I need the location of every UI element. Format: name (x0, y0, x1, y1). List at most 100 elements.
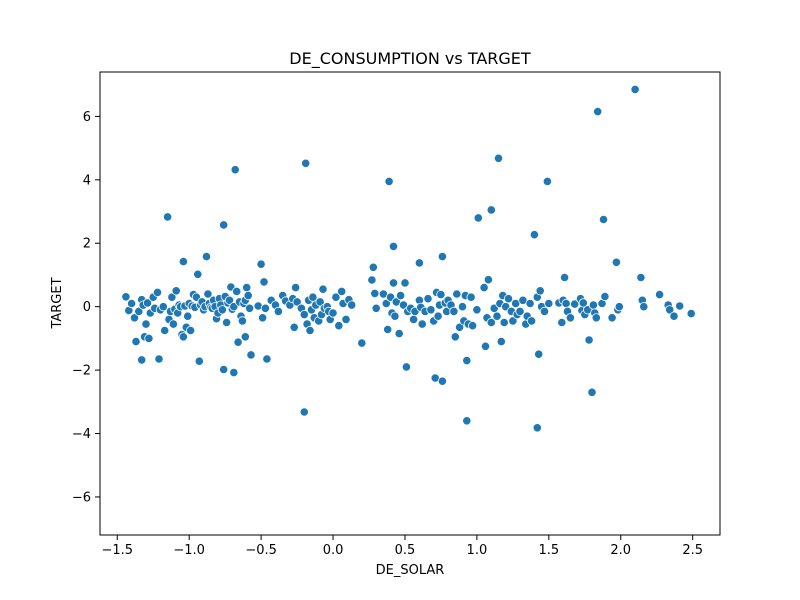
data-point (639, 302, 649, 312)
data-point (630, 84, 640, 95)
y-tick-label: 2 (83, 237, 91, 252)
data-point (544, 298, 554, 309)
data-point (256, 259, 266, 269)
data-point (557, 317, 567, 328)
data-point (450, 332, 460, 342)
data-point (370, 288, 380, 298)
data-point (167, 292, 177, 302)
data-point (129, 313, 140, 323)
data-point (144, 333, 154, 343)
data-point (171, 286, 181, 296)
data-point (466, 292, 476, 302)
data-point (183, 311, 193, 321)
y-axis-label: TARGET (50, 277, 65, 329)
data-point (290, 282, 301, 293)
x-tick-label: 1.0 (467, 543, 488, 558)
data-point (654, 289, 665, 300)
data-point (686, 308, 696, 319)
data-point (219, 220, 229, 230)
data-point (493, 153, 504, 163)
data-points (121, 84, 696, 433)
data-point (367, 275, 377, 285)
data-point (467, 321, 478, 331)
data-point (587, 387, 597, 397)
data-point (141, 319, 151, 329)
data-point (636, 272, 646, 283)
data-point (305, 325, 315, 336)
data-point (134, 306, 144, 316)
chart-title: DE_CONSUMPTION vs TARGET (289, 49, 531, 69)
data-point (479, 282, 489, 293)
data-point (675, 301, 685, 311)
data-point (260, 303, 270, 313)
data-point (331, 292, 341, 302)
data-point (492, 311, 502, 321)
data-point (230, 165, 240, 175)
data-point (665, 305, 675, 315)
data-point (565, 313, 576, 323)
data-point (154, 354, 164, 364)
data-point (532, 423, 542, 433)
data-point (341, 314, 351, 324)
data-point (388, 278, 399, 288)
data-point (449, 306, 459, 316)
data-point (542, 176, 553, 186)
data-point (525, 298, 535, 309)
data-point (217, 305, 227, 315)
data-point (292, 297, 302, 307)
x-tick-label: 0.0 (323, 543, 344, 558)
data-point (273, 306, 283, 316)
data-point (315, 297, 325, 307)
y-tick-label: −4 (72, 427, 91, 442)
data-point (437, 252, 447, 262)
data-point (262, 354, 272, 364)
data-point (394, 328, 404, 339)
data-point (201, 252, 212, 262)
data-point (454, 322, 465, 332)
x-tick-label: 1.5 (538, 543, 559, 558)
data-point (131, 336, 141, 347)
data-point (400, 278, 410, 288)
data-point (242, 282, 252, 293)
x-tick-label: 2.5 (682, 543, 703, 558)
data-point (142, 298, 153, 308)
data-point (193, 269, 203, 279)
data-point (508, 316, 518, 326)
data-point (232, 286, 242, 296)
data-point (243, 290, 253, 301)
data-point (337, 286, 347, 296)
data-point (137, 355, 147, 365)
data-point (499, 317, 509, 328)
x-tick-label: 0.5 (395, 543, 416, 558)
data-point (462, 416, 472, 426)
data-point (614, 302, 624, 312)
data-point (436, 289, 446, 300)
data-point (529, 230, 540, 240)
data-point (384, 176, 394, 186)
data-point (578, 298, 588, 308)
data-point (357, 338, 367, 348)
y-tick-label: 4 (83, 173, 91, 188)
data-point (539, 306, 550, 316)
data-point (237, 316, 247, 326)
data-point (178, 332, 188, 342)
data-point (289, 322, 299, 332)
data-point (600, 291, 610, 302)
data-point (163, 212, 173, 222)
data-point (301, 158, 311, 168)
data-point (408, 314, 419, 324)
data-point (334, 321, 344, 331)
data-point (308, 292, 318, 302)
data-point (388, 241, 399, 251)
data-point (395, 290, 406, 301)
data-point (158, 302, 168, 312)
data-point (168, 319, 178, 329)
data-point (423, 294, 433, 304)
data-point (437, 376, 447, 386)
data-point (222, 317, 232, 328)
data-point (559, 272, 570, 283)
data-point (240, 332, 250, 342)
data-point (535, 286, 545, 296)
data-point (127, 298, 137, 309)
